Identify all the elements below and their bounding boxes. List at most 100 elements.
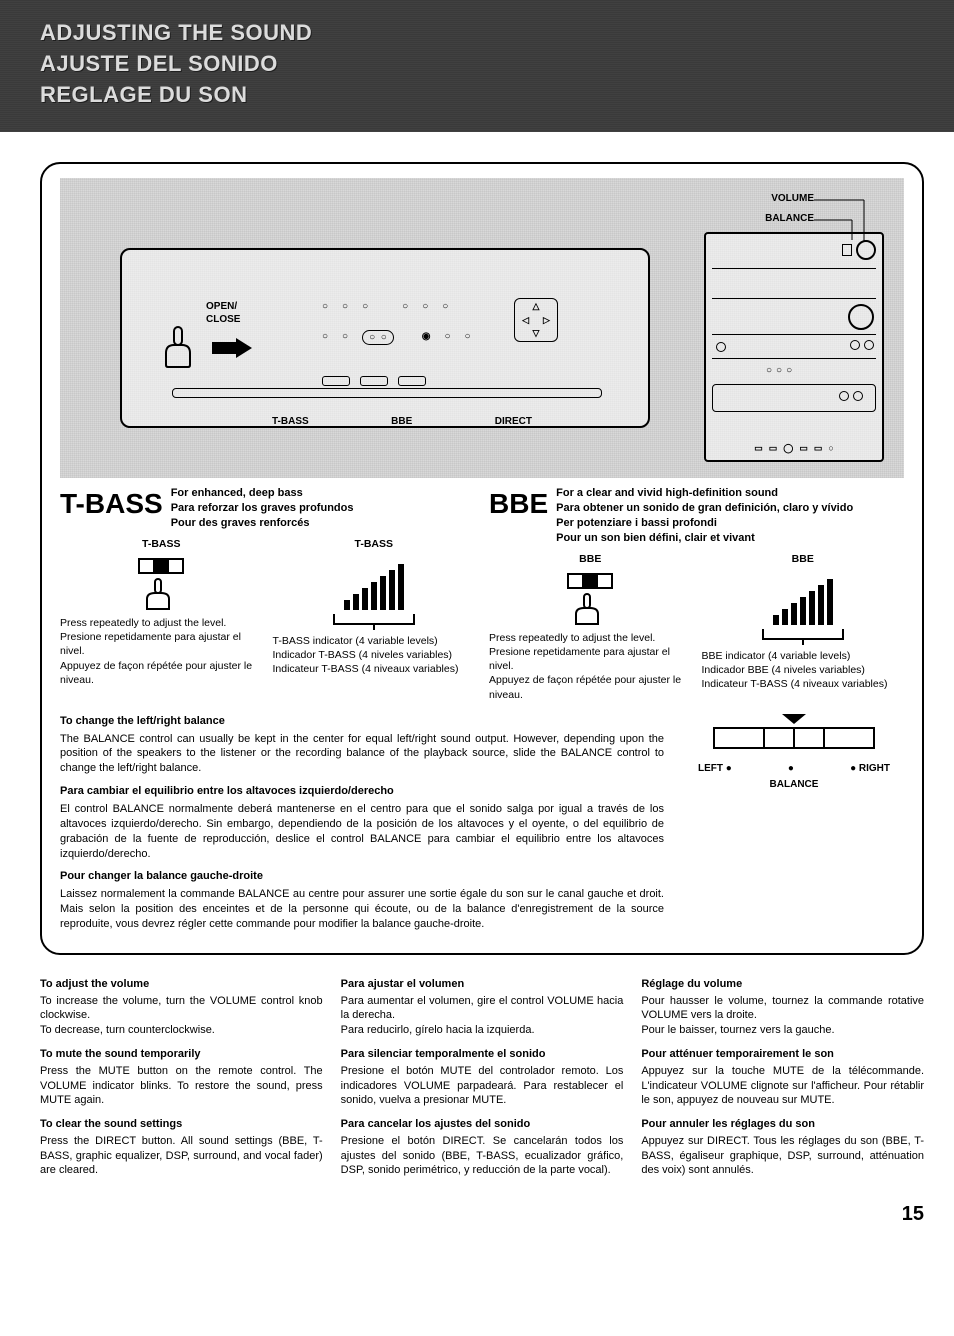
bbe-desc-fr: Pour un son bien défini, clair et vivant xyxy=(556,532,755,544)
balance-h-es: Para cambiar el equilibrio entre los alt… xyxy=(60,784,664,799)
stack-bottom-row: ▭▭◯▭▭○ xyxy=(712,443,876,455)
fr-vol-t: Pour hausser le volume, tournez la comma… xyxy=(641,994,924,1037)
tbass-button-col: T-BASS Press repeatedly to adjust the le… xyxy=(60,537,263,687)
small-rects xyxy=(322,376,426,386)
bbe-ind-es: Indicador BBE (4 niveles variables) xyxy=(702,664,865,676)
bbe-indicator-col: BBE BBE indicator (4 variable xyxy=(702,552,905,702)
tbass-diagram-label: T-BASS xyxy=(272,415,309,428)
balance-h-fr: Pour changer la balance gauche-droite xyxy=(60,869,664,884)
tbass-desc-en: For enhanced, deep bass xyxy=(171,487,303,499)
fr-clear-h: Pour annuler les réglages du son xyxy=(641,1117,924,1131)
balance-left-label: LEFT ● xyxy=(698,762,732,775)
balance-center-dot: ● xyxy=(788,762,794,775)
main-panel: VOLUME BALANCE OPEN/ CLOSE ○○○ ○○○ ○○ ○ … xyxy=(40,162,924,954)
fr-clear-t: Appuyez sur DIRECT. Tous les réglages du… xyxy=(641,1134,924,1177)
button-row-1: ○○○ ○○○ xyxy=(322,300,448,313)
es-mute-h: Para silenciar temporalmente el sonido xyxy=(341,1047,624,1061)
bbe-desc-it: Per potenziare i bassi profondi xyxy=(556,517,717,529)
tbass-ind-en: T-BASS indicator (4 variable levels) xyxy=(273,635,438,647)
tuning-knob xyxy=(848,304,874,330)
es-vol-t: Para aumentar el volumen, gire el contro… xyxy=(341,994,624,1037)
balance-section: To change the left/right balance The BAL… xyxy=(60,702,904,935)
es-clear-h: Para cancelar los ajustes del sonido xyxy=(341,1117,624,1131)
tbass-press-en: Press repeatedly to adjust the level. xyxy=(60,617,226,629)
es-vol-h: Para ajustar el volumen xyxy=(341,977,624,991)
bbe-desc: For a clear and vivid high-definition so… xyxy=(556,486,853,545)
title-en: ADJUSTING THE SOUND xyxy=(40,20,312,45)
tbass-left-head: T-BASS xyxy=(60,537,263,551)
tbass-indicator-icon xyxy=(273,555,476,610)
cassette-door xyxy=(712,384,876,412)
balance-diagram: LEFT ● ● ● RIGHT BALANCE xyxy=(684,702,904,791)
balance-t-es: El control BALANCE normalmente deberá ma… xyxy=(60,802,664,861)
tbass-press-es: Presione repetidamente para ajustar el n… xyxy=(60,631,241,657)
hand-press-icon xyxy=(162,325,196,369)
device-diagram: VOLUME BALANCE OPEN/ CLOSE ○○○ ○○○ ○○ ○ … xyxy=(60,178,904,478)
panel-groove xyxy=(172,388,602,398)
tbass-ind-fr: Indicateur T-BASS (4 niveaux variables) xyxy=(273,663,459,675)
balance-t-en: The BALANCE control can usually be kept … xyxy=(60,732,664,777)
col-fr: Réglage du volume Pour hausser le volume… xyxy=(641,977,924,1188)
bbe-press-en: Press repeatedly to adjust the level. xyxy=(489,632,655,644)
bbe-right-head: BBE xyxy=(702,552,905,566)
tbass-desc-es: Para reforzar los graves profundos xyxy=(171,502,354,514)
en-vol-t: To increase the volume, turn the VOLUME … xyxy=(40,994,323,1037)
bbe-button-col: BBE Press repeatedly to adjust the level… xyxy=(489,552,692,702)
es-clear-t: Presione el botón DIRECT. Se cancelarán … xyxy=(341,1134,624,1177)
fr-mute-h: Pour atténuer temporairement le son xyxy=(641,1047,924,1061)
col-en: To adjust the volume To increase the vol… xyxy=(40,977,323,1188)
title-es: AJUSTE DEL SONIDO xyxy=(40,51,278,76)
en-clear-h: To clear the sound settings xyxy=(40,1117,323,1131)
balance-callout: BALANCE xyxy=(765,212,814,225)
stack-unit: ○○○ ▭▭◯▭▭○ xyxy=(704,232,884,462)
diagram-button-labels: T-BASS BBE DIRECT xyxy=(272,415,532,428)
page-number: 15 xyxy=(0,1201,924,1227)
tbass-ind-es: Indicador T-BASS (4 niveles variables) xyxy=(273,649,453,661)
nav-pad: △ ◁▷ ▽ xyxy=(514,298,558,342)
arrow-right-icon xyxy=(212,338,252,358)
balance-h-en: To change the left/right balance xyxy=(60,714,664,729)
bbe-ind-fr: Indicateur T-BASS (4 niveaux variables) xyxy=(702,678,888,690)
bbe-desc-es: Para obtener un sonido de gran definició… xyxy=(556,502,853,514)
direct-diagram-label: DIRECT xyxy=(495,415,532,428)
fr-vol-h: Réglage du volume xyxy=(641,977,924,991)
tbass-desc-fr: Pour des graves renforcés xyxy=(171,517,310,529)
bbe-ind-en: BBE indicator (4 variable levels) xyxy=(702,650,851,662)
bbe-big-label: BBE xyxy=(489,486,548,522)
balance-t-fr: Laissez normalement la commande BALANCE … xyxy=(60,887,664,932)
title-fr: REGLAGE DU SON xyxy=(40,82,247,107)
col-es: Para ajustar el volumen Para aumentar el… xyxy=(341,977,624,1188)
indicator-bracket-icon xyxy=(753,627,853,645)
fr-mute-t: Appuyez sur la touche MUTE de la télécom… xyxy=(641,1064,924,1107)
en-mute-t: Press the MUTE button on the remote cont… xyxy=(40,1064,323,1107)
section-header: ADJUSTING THE SOUND AJUSTE DEL SONIDO RE… xyxy=(0,0,954,132)
balance-diag-label: BALANCE xyxy=(684,778,904,791)
indicator-bracket-icon xyxy=(324,612,424,630)
bbe-left-head: BBE xyxy=(489,552,692,566)
front-panel-box: OPEN/ CLOSE ○○○ ○○○ ○○ ○ ○ ◉○○ △ xyxy=(120,248,650,428)
tbass-bbe-row: T-BASS For enhanced, deep bass Para refo… xyxy=(60,486,904,701)
balance-right-label: ● RIGHT xyxy=(850,762,890,775)
bbe-button-icon xyxy=(560,570,620,625)
bbe-section: BBE For a clear and vivid high-definitio… xyxy=(489,486,904,701)
tbass-desc: For enhanced, deep bass Para reforzar lo… xyxy=(171,486,354,531)
bbe-press-es: Presione repetidamente para ajustar el n… xyxy=(489,646,670,672)
volume-callout: VOLUME xyxy=(771,192,814,205)
tbass-indicator-col: T-BASS T-BASS indicator (4 va xyxy=(273,537,476,687)
tbass-button-icon xyxy=(131,555,191,610)
en-clear-t: Press the DIRECT button. All sound setti… xyxy=(40,1134,323,1177)
bbe-press-fr: Appuyez de façon répétée pour ajuster le… xyxy=(489,674,681,700)
callout-lines xyxy=(814,192,884,252)
en-mute-h: To mute the sound temporarily xyxy=(40,1047,323,1061)
bbe-desc-en: For a clear and vivid high-definition so… xyxy=(556,487,778,499)
open-close-label: OPEN/ CLOSE xyxy=(206,300,240,326)
tbass-right-head: T-BASS xyxy=(273,537,476,551)
es-mute-t: Presione el botón MUTE del controlador r… xyxy=(341,1064,624,1107)
en-vol-h: To adjust the volume xyxy=(40,977,323,991)
bbe-indicator-icon xyxy=(702,570,905,625)
tbass-big-label: T-BASS xyxy=(60,486,163,522)
tbass-section: T-BASS For enhanced, deep bass Para refo… xyxy=(60,486,475,701)
bbe-diagram-label: BBE xyxy=(391,415,412,428)
tbass-press-fr: Appuyez de façon répétée pour ajuster le… xyxy=(60,660,252,686)
bottom-columns: To adjust the volume To increase the vol… xyxy=(40,977,924,1188)
